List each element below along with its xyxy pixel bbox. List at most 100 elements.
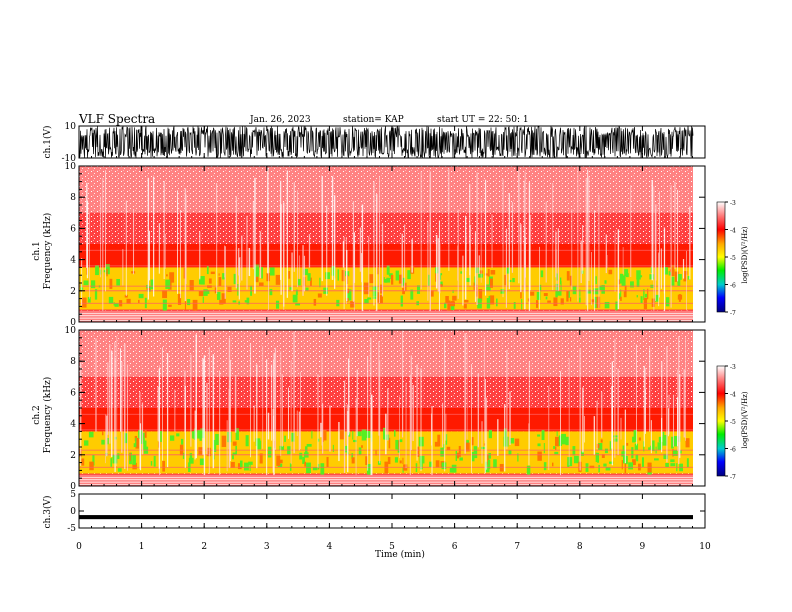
spectrogram-green-patch [512, 278, 515, 283]
x-tick-label: 4 [327, 542, 333, 552]
spectrogram-green-patch [153, 455, 156, 467]
spectrogram-orange-patch [376, 267, 379, 275]
spectrogram-green-patch [460, 271, 463, 274]
spectrogram-green-patch [233, 273, 236, 285]
colorbar-tick-label: -4 [730, 392, 736, 399]
ch3-y-tick-label: 5 [70, 490, 76, 500]
spectrogram-green-patch [536, 291, 541, 300]
spectrogram-green-patch [496, 298, 498, 307]
spectrogram-red-band [79, 244, 693, 268]
spectrogram-green-patch [687, 460, 689, 467]
spectrogram-orange-patch [106, 269, 108, 277]
spectrogram-faint-region [79, 166, 693, 213]
spectrogram-orange-patch [162, 290, 168, 299]
ch1-waveform-trace [78, 125, 694, 159]
spectrogram-green-patch [269, 288, 273, 296]
spectrogram-orange-patch [683, 271, 688, 275]
spectrogram-green-patch [116, 279, 120, 286]
spectrogram-orange-patch [169, 272, 175, 283]
spectrogram-orange-patch [487, 268, 490, 277]
spectrogram-green-patch [284, 435, 286, 442]
spectrogram-orange-patch [126, 298, 131, 304]
spectrogram-orange-patch [417, 446, 420, 457]
spectrogram-green-patch [561, 436, 566, 442]
spectrogram-green-patch [665, 462, 669, 468]
spectrogram-green-patch [500, 289, 505, 294]
spectrogram-green-patch [537, 443, 541, 447]
spectrogram-green-patch [107, 437, 109, 445]
spectrogram-orange-patch [221, 293, 225, 303]
spectrogram-green-patch [410, 289, 414, 300]
spectrogram-green-patch [608, 461, 614, 464]
spectrogram-orange-patch [375, 450, 377, 456]
spectrogram-orange-patch [275, 274, 281, 285]
spectrogram-green-patch [428, 274, 430, 287]
spectrogram-green-patch [632, 436, 636, 443]
spectrogram-green-patch [620, 289, 622, 298]
spectrogram-orange-patch [452, 295, 457, 301]
spectrogram-orange-patch [490, 270, 496, 275]
spectrogram-green-patch [206, 290, 210, 294]
spectrogram-orange-patch [489, 278, 493, 288]
spectrogram-orange-patch [208, 278, 212, 284]
spectrogram-green-patch [521, 299, 523, 310]
spectrogram-green-patch [593, 288, 599, 295]
spectrogram-green-patch [580, 270, 584, 274]
spectrogram-orange-patch [361, 445, 363, 448]
spectrogram-green-patch [671, 276, 675, 286]
spectrogram-green-patch [526, 465, 531, 475]
spectrogram-green-patch [486, 284, 491, 292]
spectrogram-orange-patch [189, 280, 194, 291]
spectrogram-orange-patch [566, 291, 569, 302]
spectrogram-orange-patch [478, 289, 483, 301]
spectrogram-green-patch [488, 452, 492, 459]
spectrogram-orange-patch [403, 282, 407, 292]
spectrogram-green-patch [317, 438, 320, 442]
spectrogram-orange-patch [388, 437, 391, 449]
y-tick-label: 0 [70, 318, 76, 328]
spectrogram-green-patch [597, 452, 600, 463]
spectrogram-green-patch [306, 443, 312, 447]
spectrogram-orange-patch [624, 285, 627, 292]
spectrogram-green-patch [595, 276, 597, 285]
spectrogram-green-patch [619, 293, 621, 300]
spectrogram-orange-patch [600, 439, 603, 443]
spectrogram-green-patch [641, 457, 644, 467]
spectrogram-orange-patch [230, 461, 235, 468]
spectrogram-orange-patch [552, 462, 554, 467]
spectrogram-orange-patch [232, 441, 237, 446]
spectrogram-green-patch [679, 450, 682, 454]
spectrogram-green-patch [579, 297, 581, 303]
spectrogram-green-patch [605, 467, 611, 471]
spectrogram-orange-patch [177, 293, 182, 305]
spectrogram-green-patch [601, 285, 605, 294]
spectrogram-green-patch [622, 445, 625, 456]
spectrogram-green-patch [295, 303, 301, 306]
spectrogram-green-patch [386, 265, 390, 275]
spectrogram-orange-patch [218, 277, 222, 287]
spectrogram-green-patch [572, 285, 577, 295]
spectrogram-green-patch [180, 438, 184, 445]
spectrogram-orange-patch [553, 297, 558, 307]
spectrogram-green-patch [337, 269, 339, 281]
spectrogram-green-patch [305, 287, 309, 291]
spectrogram-green-patch [452, 289, 454, 294]
spectrogram-orange-patch [274, 440, 276, 449]
spectrogram-green-patch [165, 279, 171, 289]
spectrogram-green-patch [299, 452, 303, 460]
spectrogram-green-patch [88, 431, 94, 438]
spectrogram-orange-patch [596, 443, 600, 449]
spectrogram-orange-patch [535, 300, 539, 308]
spectrogram-green-patch [493, 459, 497, 469]
spectrogram-orange-patch [81, 458, 85, 466]
spectrogram-green-patch [135, 437, 137, 448]
spectrogram-green-patch [636, 278, 640, 288]
spectrogram-orange-patch [380, 284, 383, 294]
spectrogram-green-patch [503, 436, 509, 447]
spectrogram-green-patch [471, 451, 475, 462]
spectrogram-orange-patch [685, 438, 690, 448]
spectrogram-green-patch [239, 460, 243, 468]
spectrogram-green-patch [613, 438, 618, 442]
spectrogram-green-patch [254, 267, 259, 277]
y-tick-label: 0 [70, 482, 76, 492]
